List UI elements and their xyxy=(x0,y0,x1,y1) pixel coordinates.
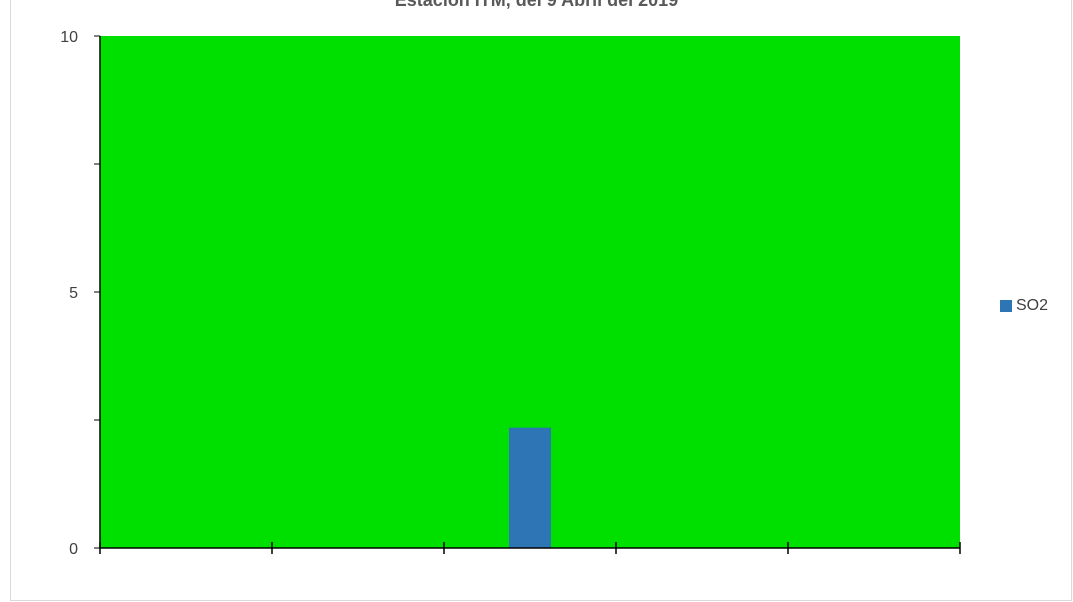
legend-swatch-so2 xyxy=(1000,300,1012,312)
y-tick-label: 10 xyxy=(60,29,78,46)
legend-label-so2: SO2 xyxy=(1016,297,1049,314)
legend: SO2 xyxy=(1000,297,1048,315)
chart-frame xyxy=(10,0,1072,601)
bar-so2 xyxy=(509,427,551,548)
y-tick-label: 5 xyxy=(69,285,78,302)
chart-title: Estación ITM, del 9 Abril del 2019 xyxy=(394,0,679,10)
y-tick-label: 0 xyxy=(69,541,78,558)
